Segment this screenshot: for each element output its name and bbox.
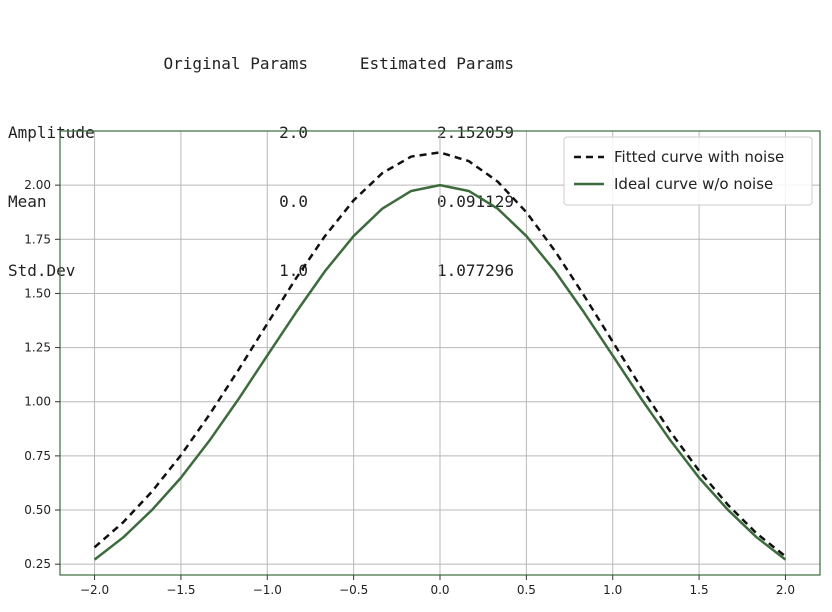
y-tick-label: 1.75	[24, 232, 51, 246]
y-tick-label: 0.75	[24, 449, 51, 463]
x-tick-label: −1.0	[253, 583, 282, 597]
y-tick-label: 1.00	[24, 395, 51, 409]
x-tick-label: 0.5	[517, 583, 536, 597]
legend: Fitted curve with noise Ideal curve w/o n…	[563, 136, 813, 206]
y-tick-label: 0.25	[24, 557, 51, 571]
y-tick-label: 1.50	[24, 286, 51, 300]
legend-label: Ideal curve w/o noise	[614, 175, 773, 193]
x-tick-label: 1.5	[690, 583, 709, 597]
axis-ticks: −2.0 −1.5 −1.0 −0.5 0.0 0.5 1.0 1.5 2.0 0.25 0.50 0…	[24, 178, 795, 597]
x-tick-label: 2.0	[776, 583, 795, 597]
x-tick-label: 1.0	[603, 583, 622, 597]
params-row-stddev: Std.Dev 1.0 1.077296	[8, 259, 514, 282]
param-name: Amplitude	[8, 123, 95, 142]
param-name: Std.Dev	[8, 261, 76, 280]
ideal-curve-line	[93, 183, 787, 561]
fitted-curve-line	[93, 151, 787, 558]
legend-box	[563, 136, 813, 206]
params-header-original: Original Params	[163, 54, 309, 73]
param-name: Mean	[8, 192, 47, 211]
params-row-amplitude: Amplitude 2.0 2.152059	[8, 121, 514, 144]
param-estimated: 2.152059	[436, 123, 514, 142]
x-tick-label: −1.5	[166, 583, 195, 597]
params-header-row: Original Params Estimated Params	[8, 52, 515, 75]
series-lines	[93, 151, 787, 561]
params-header-estimated: Estimated Params	[359, 54, 514, 73]
x-tick-label: −0.5	[339, 583, 368, 597]
param-original: 1.0	[279, 261, 308, 280]
y-tick-label: 0.50	[24, 503, 51, 517]
param-original: 2.0	[279, 123, 308, 142]
x-tick-label: 0.0	[430, 583, 449, 597]
x-tick-label: −2.0	[80, 583, 109, 597]
legend-label: Fitted curve with noise	[614, 148, 784, 166]
y-tick-label: 1.25	[24, 341, 51, 355]
param-estimated: 1.077296	[436, 261, 514, 280]
param-original: 0.0	[279, 192, 308, 211]
y-tick-label: 2.00	[24, 178, 51, 192]
